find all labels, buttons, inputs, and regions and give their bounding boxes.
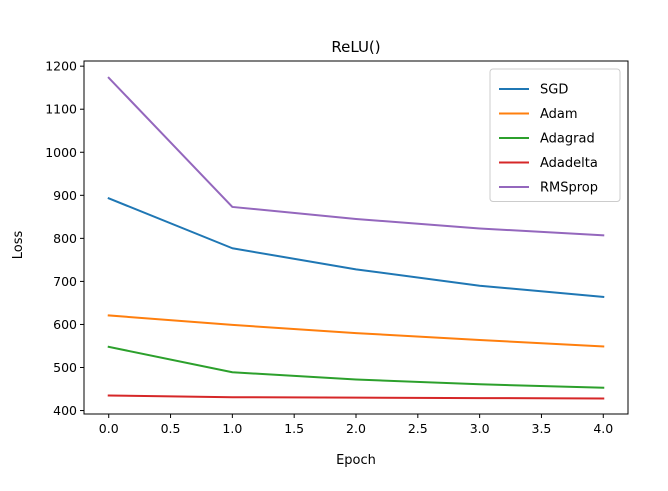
x-axis-label: Epoch — [336, 453, 376, 468]
y-axis-label: Loss — [11, 231, 26, 260]
y-tick-label: 1000 — [45, 145, 77, 160]
legend: SGD Adam Adagrad Adadelta RMSprop — [489, 68, 621, 202]
series-line-adagrad — [107, 345, 605, 389]
y-tick-label: 500 — [53, 360, 77, 375]
y-axis-ticks: 400 500 600 700 800 900 1000 1100 1200 — [45, 59, 84, 418]
series-line-adam — [107, 314, 605, 348]
x-tick-label: 1.0 — [222, 421, 242, 436]
legend-label-adam: Adam — [540, 107, 578, 122]
series-lines — [107, 76, 605, 400]
series-line-adadelta — [107, 394, 605, 400]
x-axis-ticks: 0.0 0.5 1.0 1.5 2.0 2.5 3.0 3.5 4.0 — [99, 414, 613, 436]
x-tick-label: 3.5 — [532, 421, 552, 436]
y-tick-label: 600 — [53, 317, 77, 332]
y-tick-label: 1100 — [45, 102, 77, 117]
y-tick-label: 800 — [53, 231, 77, 246]
legend-label-rmsprop: RMSprop — [540, 181, 598, 196]
x-tick-label: 2.0 — [346, 421, 366, 436]
chart-title: ReLU() — [331, 38, 380, 56]
x-tick-label: 1.5 — [284, 421, 304, 436]
legend-label-adadelta: Adadelta — [540, 156, 598, 171]
x-tick-label: 2.5 — [408, 421, 428, 436]
x-tick-label: 0.0 — [99, 421, 119, 436]
legend-box — [489, 68, 621, 202]
x-tick-label: 0.5 — [161, 421, 181, 436]
legend-label-adagrad: Adagrad — [540, 132, 595, 147]
y-tick-label: 900 — [53, 188, 77, 203]
y-tick-label: 1200 — [45, 59, 77, 74]
x-tick-label: 4.0 — [593, 421, 613, 436]
legend-label-sgd: SGD — [540, 83, 568, 98]
series-line-rmsprop — [107, 76, 605, 237]
x-tick-label: 3.0 — [470, 421, 490, 436]
y-tick-label: 700 — [53, 274, 77, 289]
series-line-sgd — [107, 197, 605, 298]
plot-frame — [83, 60, 629, 415]
y-tick-label: 400 — [53, 403, 77, 418]
